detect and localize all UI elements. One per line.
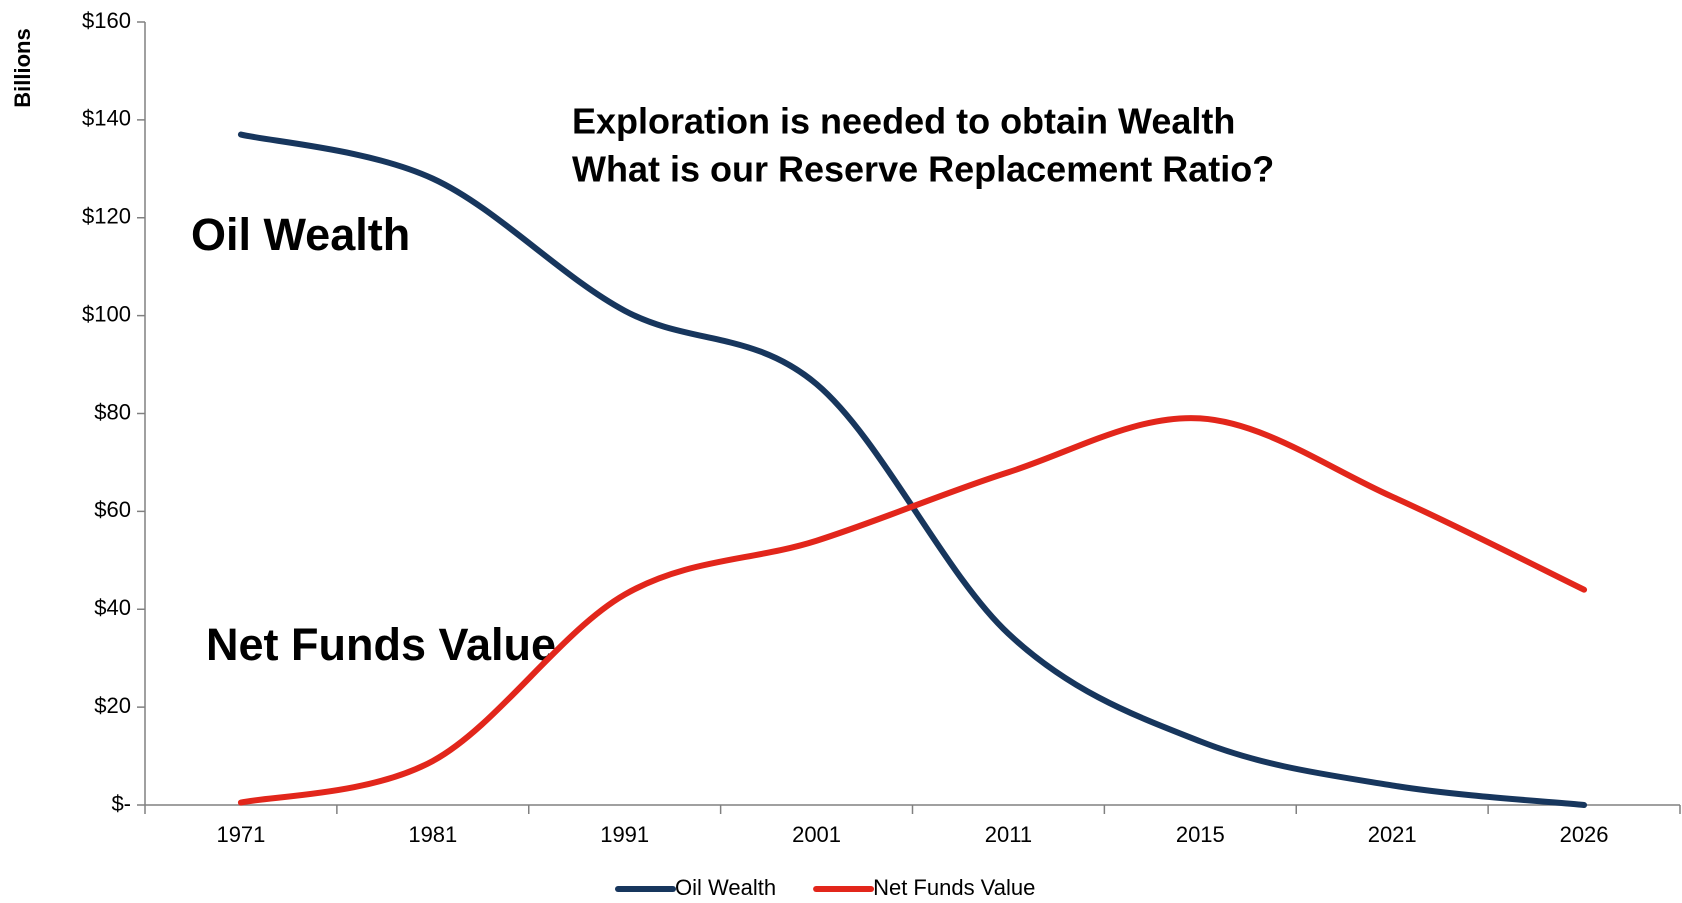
line-series xyxy=(237,131,1588,808)
y-tick-label: $100 xyxy=(82,301,131,326)
x-tick-label: 1981 xyxy=(408,822,457,847)
y-tick-label: $60 xyxy=(94,497,131,522)
y-tick-label: $- xyxy=(111,791,131,816)
annotation: What is our Reserve Replacement Ratio? xyxy=(572,149,1274,190)
x-tick-label: 2026 xyxy=(1560,822,1609,847)
line-series xyxy=(237,415,1588,806)
legend: Oil Wealth Net Funds Value xyxy=(615,875,1035,900)
x-tick-label: 2001 xyxy=(792,822,841,847)
annotation: Oil Wealth xyxy=(191,209,410,260)
x-tick-label: 2015 xyxy=(1176,822,1225,847)
annotation: Net Funds Value xyxy=(206,619,556,670)
x-tick-label: 1971 xyxy=(216,822,265,847)
y-tick-label: $140 xyxy=(82,106,131,131)
y-tick-label: $40 xyxy=(94,595,131,620)
x-tick-label: 1991 xyxy=(600,822,649,847)
y-axis-title: Billions xyxy=(10,28,35,107)
y-tick-label: $160 xyxy=(82,8,131,33)
y-tick-label: $80 xyxy=(94,399,131,424)
x-tick-label: 2011 xyxy=(985,822,1032,847)
x-tick-label: 2021 xyxy=(1368,822,1417,847)
annotation: Exploration is needed to obtain Wealth xyxy=(572,101,1235,142)
legend-label: Oil Wealth xyxy=(675,875,776,900)
legend-label: Net Funds Value xyxy=(873,875,1035,900)
y-tick-label: $20 xyxy=(94,693,131,718)
y-tick-label: $120 xyxy=(82,204,131,229)
